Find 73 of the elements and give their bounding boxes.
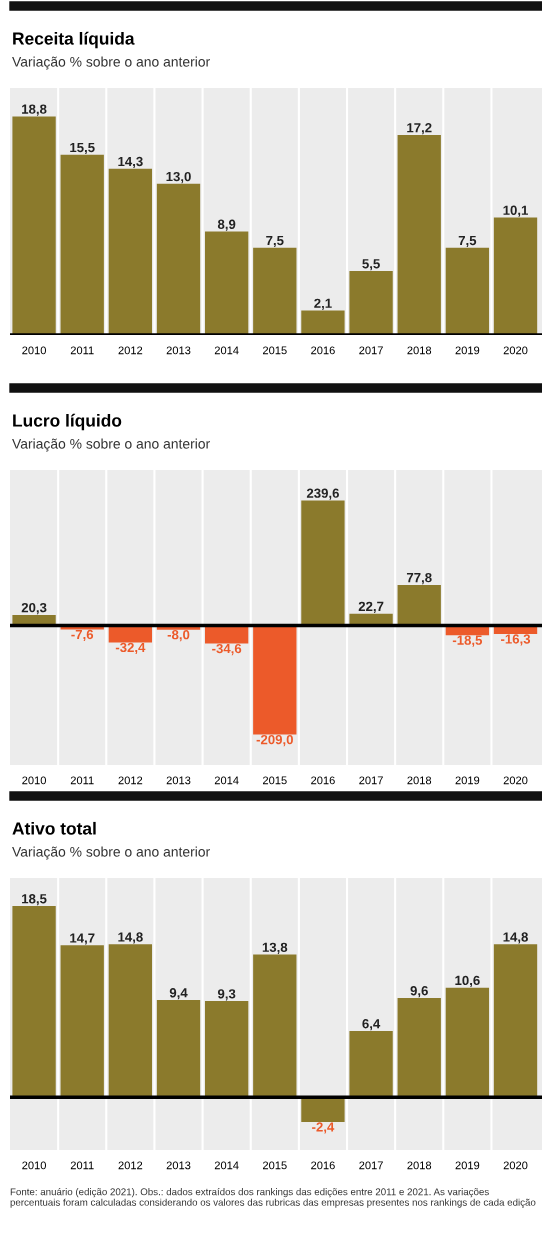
x-tick-label: 2013 <box>166 776 191 785</box>
x-tick-label: 2018 <box>407 346 432 355</box>
x-tick-label: 2012 <box>118 1161 143 1170</box>
x-tick-label: 2014 <box>214 776 239 785</box>
data-label: 13,0 <box>166 171 191 184</box>
data-label: 7,5 <box>458 235 477 248</box>
data-label: 9,3 <box>217 989 236 1001</box>
data-label: 18,5 <box>22 894 47 906</box>
x-tick-label: 2019 <box>455 1161 480 1170</box>
x-tick-label: 2019 <box>455 776 480 785</box>
data-label: -32,4 <box>115 642 146 654</box>
data-label: 14,7 <box>70 933 95 945</box>
x-tick-label: 2020 <box>503 1161 528 1170</box>
x-tick-label: 2012 <box>118 776 143 785</box>
data-label: 13,8 <box>262 942 288 954</box>
x-tick-label: 2020 <box>503 346 528 355</box>
data-label: 9,6 <box>410 986 428 998</box>
x-tick-label: 2017 <box>359 346 383 355</box>
data-label: 5,5 <box>362 259 380 271</box>
x-tick-label: 2013 <box>166 346 191 355</box>
chart-title: Lucro líquido <box>13 413 122 431</box>
data-label: -18,5 <box>452 635 483 647</box>
data-label: 8,9 <box>217 219 236 231</box>
x-tick-label: 2010 <box>22 1161 46 1170</box>
x-tick-label: 2015 <box>263 346 287 355</box>
data-label: 22,7 <box>358 601 384 613</box>
data-label: -34,6 <box>212 643 242 656</box>
x-tick-label: 2010 <box>22 776 46 785</box>
data-label: 7,5 <box>266 235 284 248</box>
chart-title: Ativo total <box>12 821 96 835</box>
data-label: -8,0 <box>167 630 190 642</box>
data-label: 2,1 <box>314 298 332 310</box>
x-tick-label: 2019 <box>455 346 480 355</box>
x-tick-label: 2020 <box>503 776 528 785</box>
source-note: Fonte: anuário (edição 2021). Obs.: dados extraídos dos rankings das edições entre 2011 e 2021. As variações percentuais foram calculadas considerando os valores das rubricas das empresas presentes nos rankings de cada edição <box>10 1188 536 1208</box>
x-tick-label: 2016 <box>311 776 335 785</box>
data-label: 15,5 <box>70 142 95 155</box>
chart-subtitle: Variação % sobre o ano anterior <box>12 846 210 860</box>
data-label: 239,6 <box>306 488 339 500</box>
chart-subtitle: Variação % sobre o ano anterior <box>12 56 210 70</box>
data-label: -16,3 <box>501 634 531 646</box>
x-tick-label: 2010 <box>22 346 46 355</box>
data-label: -7,6 <box>71 629 94 642</box>
x-tick-label: 2015 <box>263 776 287 785</box>
x-tick-label: 2012 <box>118 346 143 355</box>
data-label: 77,8 <box>406 572 432 585</box>
x-tick-label: 2011 <box>70 346 94 355</box>
data-label: 14,3 <box>118 156 143 169</box>
data-label: 9,4 <box>169 988 188 1000</box>
data-label: 14,8 <box>118 932 143 944</box>
x-tick-label: 2017 <box>359 776 383 785</box>
data-label: 17,2 <box>407 123 432 135</box>
data-label: 10,1 <box>503 205 528 217</box>
chart-subtitle: Variação % sobre o ano anterior <box>12 438 210 452</box>
x-tick-label: 2014 <box>214 1161 239 1170</box>
data-label: 14,8 <box>503 932 528 944</box>
data-label: -209,0 <box>256 734 293 747</box>
x-tick-label: 2018 <box>407 776 432 785</box>
data-label: 20,3 <box>21 602 47 615</box>
data-label: 6,4 <box>362 1019 381 1031</box>
x-tick-label: 2011 <box>70 1161 94 1170</box>
x-tick-label: 2018 <box>407 1161 432 1170</box>
chart-title: Receita líquida <box>13 31 135 49</box>
x-tick-label: 2016 <box>311 346 335 355</box>
data-label: 10,6 <box>455 975 480 987</box>
data-label: -2,4 <box>312 1122 335 1134</box>
x-tick-label: 2013 <box>166 1161 191 1170</box>
x-tick-label: 2011 <box>70 776 94 785</box>
x-tick-label: 2014 <box>214 346 239 355</box>
data-label: 18,8 <box>22 104 47 116</box>
x-tick-label: 2015 <box>263 1161 287 1170</box>
x-tick-label: 2016 <box>311 1161 335 1170</box>
x-tick-label: 2017 <box>359 1161 383 1170</box>
